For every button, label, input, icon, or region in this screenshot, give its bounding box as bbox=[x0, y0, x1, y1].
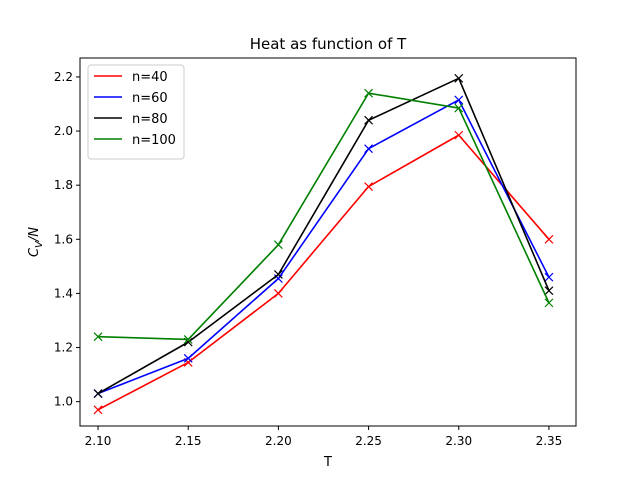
y-tick-label: 1.6 bbox=[54, 232, 73, 246]
data-point-marker bbox=[183, 353, 193, 363]
data-point-marker bbox=[454, 73, 464, 83]
y-tick-label: 2.0 bbox=[54, 124, 73, 138]
data-point-marker bbox=[93, 332, 103, 342]
legend-label: n=60 bbox=[132, 91, 168, 106]
y-tick-label: 1.0 bbox=[54, 395, 73, 409]
data-point-marker bbox=[273, 288, 283, 298]
y-axis-label-main: C bbox=[27, 247, 42, 257]
series-n=40 bbox=[93, 130, 554, 415]
data-point-marker bbox=[364, 144, 374, 154]
legend-box bbox=[87, 64, 185, 160]
y-axis-label-subscript: V bbox=[34, 240, 45, 248]
y-tick-label: 1.2 bbox=[54, 341, 73, 355]
series-line bbox=[98, 92, 550, 341]
y-axis-label: CV/N bbox=[27, 227, 45, 257]
data-point-marker bbox=[93, 405, 103, 415]
legend-label: n=100 bbox=[132, 133, 176, 148]
chart-title: Heat as function of T bbox=[250, 35, 407, 53]
data-point-marker bbox=[454, 130, 464, 140]
y-axis: 1.0 1.2 1.4 1.6 1.8 2.0 2.2 bbox=[54, 70, 80, 409]
data-point-marker bbox=[183, 334, 193, 344]
x-tick-label: 2.35 bbox=[536, 434, 563, 448]
series-line bbox=[97, 99, 550, 395]
legend-item: n=100 bbox=[94, 133, 176, 148]
data-point-marker bbox=[273, 270, 283, 279]
data-point-marker bbox=[273, 240, 283, 250]
data-point-marker bbox=[454, 103, 464, 113]
x-tick-label: 2.25 bbox=[355, 434, 382, 448]
data-point-marker bbox=[364, 182, 374, 191]
y-tick-label: 1.8 bbox=[54, 178, 73, 192]
series-n=80 bbox=[93, 73, 554, 398]
data-point-marker bbox=[544, 286, 554, 296]
data-point-marker bbox=[544, 272, 554, 282]
data-point-marker bbox=[93, 389, 103, 398]
axes-frame bbox=[79, 57, 577, 427]
data-point-marker bbox=[454, 95, 464, 105]
y-axis-label-tail: /N bbox=[27, 227, 42, 242]
x-tick-label: 2.10 bbox=[85, 434, 112, 448]
legend-label: n=80 bbox=[132, 112, 168, 127]
data-point-marker bbox=[364, 88, 374, 98]
series-line bbox=[97, 134, 550, 411]
x-tick-label: 2.20 bbox=[265, 434, 292, 448]
legend-item: n=80 bbox=[94, 112, 168, 127]
y-tick-label: 2.2 bbox=[54, 70, 73, 84]
series-n=100 bbox=[93, 88, 554, 344]
x-axis: 2.10 2.15 2.20 2.25 2.30 2.35 bbox=[85, 426, 563, 448]
x-tick-label: 2.30 bbox=[445, 434, 472, 448]
legend-item: n=60 bbox=[94, 91, 168, 106]
data-point-marker bbox=[544, 234, 554, 244]
legend: n=40 n=60 n=80 n=100 bbox=[87, 64, 185, 160]
plot-area bbox=[93, 73, 554, 415]
x-tick-label: 2.15 bbox=[175, 434, 202, 448]
y-tick-label: 1.4 bbox=[54, 286, 73, 300]
series-line bbox=[97, 77, 550, 395]
data-point-marker bbox=[544, 298, 554, 308]
data-point-marker bbox=[364, 115, 374, 125]
x-axis-label: T bbox=[323, 455, 332, 470]
legend-item: n=40 bbox=[94, 70, 168, 85]
legend-label: n=40 bbox=[132, 70, 168, 85]
